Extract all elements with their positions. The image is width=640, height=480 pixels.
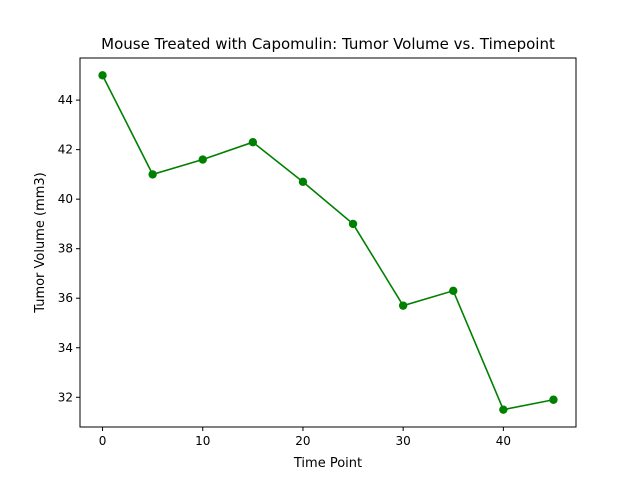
x-tick-label: 40 — [496, 434, 511, 448]
y-axis: 32 34 36 38 40 42 44 — [58, 93, 80, 404]
data-point-marker — [248, 138, 258, 147]
y-tick-label: 32 — [58, 390, 73, 404]
y-tick-label: 42 — [58, 143, 73, 157]
x-axis-label: Time Point — [293, 456, 362, 471]
x-axis: 0 10 20 30 40 — [99, 427, 511, 448]
data-point-marker — [298, 177, 308, 187]
y-axis-label: Tumor Volume (mm3) — [33, 172, 48, 314]
data-point-marker — [348, 219, 358, 229]
x-tick-label: 10 — [195, 434, 210, 448]
axes-frame — [79, 57, 577, 428]
y-tick-label: 40 — [58, 192, 73, 206]
data-point-marker — [549, 395, 558, 404]
y-tick-label: 36 — [58, 291, 73, 305]
plot-area — [98, 71, 558, 414]
x-tick-label: 30 — [396, 434, 411, 448]
data-point-marker — [398, 301, 408, 310]
x-tick-label: 20 — [295, 434, 310, 448]
data-point-marker — [98, 71, 107, 80]
x-tick-label: 0 — [99, 434, 107, 448]
y-tick-label: 44 — [58, 93, 73, 107]
data-point-marker — [148, 170, 157, 179]
y-tick-label: 34 — [58, 341, 73, 355]
y-tick-label: 38 — [58, 242, 73, 256]
data-point-marker — [499, 405, 508, 414]
data-point-marker — [198, 155, 207, 164]
chart-title: Mouse Treated with Capomulin: Tumor Volu… — [101, 35, 555, 53]
series-line — [101, 74, 554, 411]
data-point-marker — [449, 286, 458, 295]
